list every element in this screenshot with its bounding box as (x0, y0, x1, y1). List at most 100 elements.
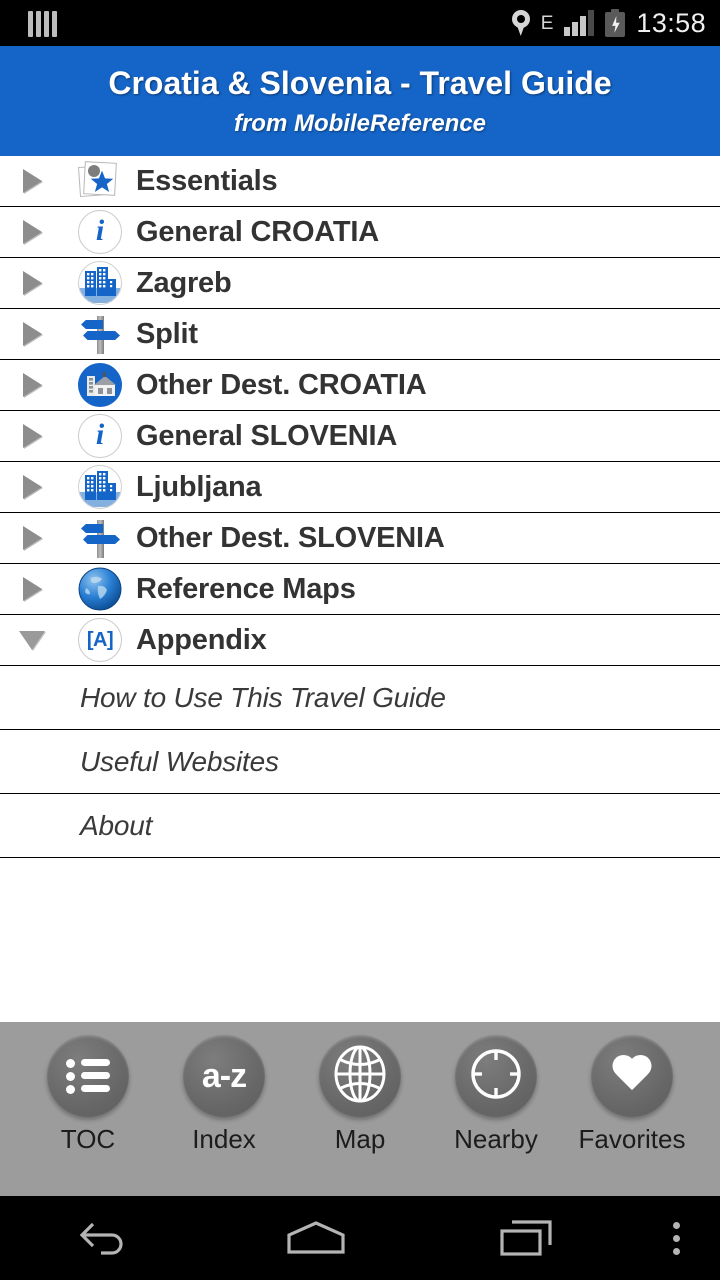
triangle-right-icon[interactable] (0, 309, 64, 359)
toolbar-item-toc[interactable]: TOC (33, 1035, 143, 1152)
android-nav-bar (0, 1196, 720, 1280)
page-title: Croatia & Slovenia - Travel Guide (108, 65, 612, 102)
triangle-right-icon[interactable] (0, 564, 64, 614)
triangle-right-icon (22, 526, 42, 550)
toolbar-item-favorites[interactable]: Favorites (577, 1035, 687, 1152)
notification-bars-icon (14, 9, 57, 37)
toc-row-label: Ljubljana (136, 470, 262, 503)
signpost-icon (78, 516, 122, 560)
page-subtitle: from MobileReference (233, 109, 487, 137)
toc-row-icon (64, 567, 136, 611)
toc-row-label: Appendix (136, 623, 267, 656)
toc-row-label: Other Dest. CROATIA (136, 368, 427, 401)
toolbar-button-toc[interactable] (47, 1035, 129, 1117)
globe-wire-icon (332, 1045, 388, 1108)
toc-row[interactable]: Useful Websites (0, 730, 720, 794)
toc-row-icon: i (64, 414, 136, 458)
toolbar-button-index[interactable]: a-z (183, 1035, 265, 1117)
nav-back-button[interactable] (0, 1196, 211, 1280)
triangle-right-icon (22, 169, 42, 193)
signpost-icon (78, 312, 122, 356)
toc-row[interactable]: How to Use This Travel Guide (0, 666, 720, 730)
home-icon (287, 1221, 345, 1254)
back-arrow-icon (80, 1222, 123, 1255)
toc-row-label: Reference Maps (136, 572, 356, 605)
toc-row[interactable]: Essentials (0, 156, 720, 207)
toc-row[interactable]: Other Dest. CROATIA (0, 360, 720, 411)
toolbar-label: Nearby (454, 1124, 538, 1154)
toc-row-label: Split (136, 317, 198, 350)
toolbar-label: Map (334, 1124, 386, 1154)
overflow-menu-icon (672, 1221, 680, 1255)
toolbar-button-favorites[interactable] (591, 1035, 673, 1117)
toolbar-item-nearby[interactable]: Nearby (441, 1035, 551, 1152)
toc-row-label: Other Dest. SLOVENIA (136, 521, 445, 554)
triangle-right-icon[interactable] (0, 360, 64, 410)
toc-row[interactable]: About (0, 794, 720, 858)
triangle-right-icon (22, 373, 42, 397)
triangle-down-icon[interactable] (0, 615, 64, 665)
city-circle-icon (78, 465, 122, 509)
toc-row-label: Zagreb (136, 266, 232, 299)
location-pin-icon (511, 10, 530, 36)
toolbar-label: Index (192, 1124, 256, 1154)
toc-row[interactable]: [A] Appendix (0, 615, 720, 666)
triangle-right-icon[interactable] (0, 462, 64, 512)
triangle-right-icon[interactable] (0, 258, 64, 308)
toc-row-icon (64, 465, 136, 509)
toc-row[interactable]: i General SLOVENIA (0, 411, 720, 462)
info-circle-icon: i (78, 414, 122, 458)
toolbar-item-map[interactable]: Map (305, 1035, 415, 1152)
appendix-a-icon: [A] (78, 618, 122, 662)
nav-recents-button[interactable] (421, 1196, 632, 1280)
toc-row[interactable]: Other Dest. SLOVENIA (0, 513, 720, 564)
triangle-right-icon (22, 475, 42, 499)
toolbar-item-index[interactable]: a-z Index (169, 1035, 279, 1152)
triangle-right-icon (22, 322, 42, 346)
toc-list: Essentials i General CROATIA Zagreb Split Oth… (0, 156, 720, 858)
app-header: Croatia & Slovenia - Travel Guide from M… (0, 46, 720, 156)
toc-row-label: About (80, 809, 153, 841)
signal-bars-icon (564, 10, 595, 36)
photo-star-icon (77, 159, 122, 203)
nav-home-button[interactable] (211, 1196, 422, 1280)
triangle-right-icon (22, 577, 42, 601)
toc-row-icon (64, 159, 136, 203)
triangle-right-icon (22, 424, 42, 448)
globe-icon (78, 567, 122, 611)
toc-row[interactable]: Reference Maps (0, 564, 720, 615)
toc-row-label: How to Use This Travel Guide (80, 681, 446, 713)
triangle-right-icon (22, 271, 42, 295)
info-circle-icon: i (78, 210, 122, 254)
empty-space (0, 858, 720, 1022)
recents-icon (500, 1220, 552, 1256)
toc-row[interactable]: Zagreb (0, 258, 720, 309)
house-circle-icon (78, 363, 122, 407)
toolbar-button-nearby[interactable] (455, 1035, 537, 1117)
toc-row-icon: i (64, 210, 136, 254)
toc-row-label: Essentials (136, 164, 278, 197)
toc-row[interactable]: Split (0, 309, 720, 360)
battery-charging-icon (605, 9, 626, 37)
triangle-right-icon[interactable] (0, 411, 64, 461)
triangle-right-icon[interactable] (0, 156, 64, 206)
bullet-list-icon (66, 1059, 110, 1094)
toolbar-button-map[interactable] (319, 1035, 401, 1117)
toc-row-icon: [A] (64, 618, 136, 662)
crosshair-icon (468, 1046, 524, 1107)
nav-overflow-menu-button[interactable] (632, 1196, 720, 1280)
triangle-right-icon (22, 220, 42, 244)
a-z-icon: a-z (201, 1057, 247, 1095)
toolbar-label: TOC (60, 1124, 116, 1154)
toc-row-label: General SLOVENIA (136, 419, 398, 452)
toc-row[interactable]: i General CROATIA (0, 207, 720, 258)
toc-row[interactable]: Ljubljana (0, 462, 720, 513)
city-circle-icon (78, 261, 122, 305)
bottom-toolbar: TOC a-z Index Map Nearby Favorites (0, 1022, 720, 1196)
toc-row-icon (64, 363, 136, 407)
triangle-right-icon[interactable] (0, 207, 64, 257)
network-type-label: E (540, 12, 554, 34)
toc-row-icon (64, 516, 136, 560)
triangle-right-icon[interactable] (0, 513, 64, 563)
